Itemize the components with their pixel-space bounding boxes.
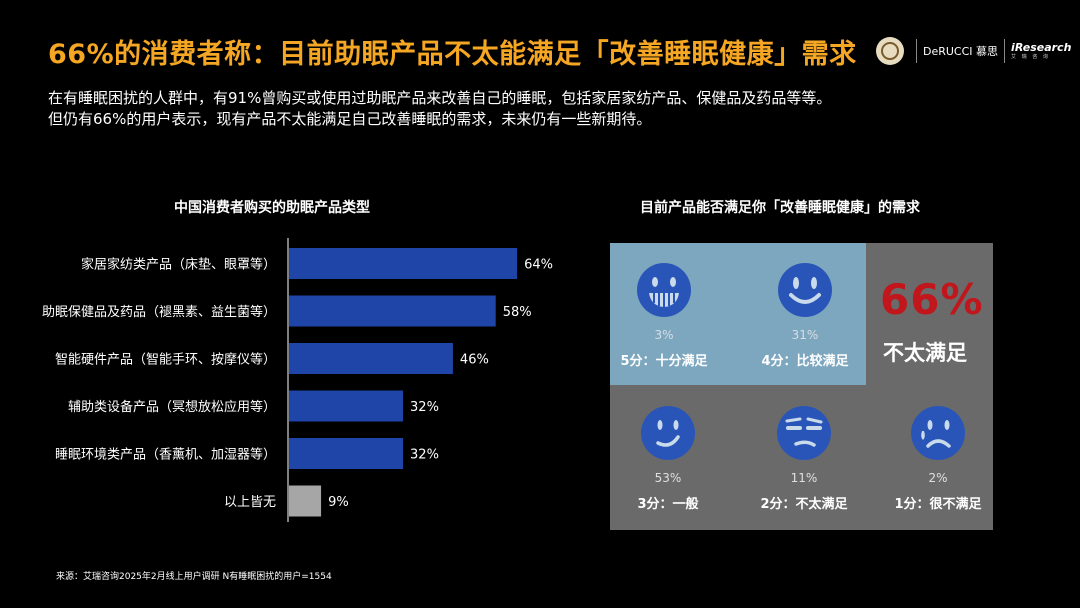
bar-chart: 家居家纺类产品（床垫、眼罩等） 64% 助眠保健品及药品（褪黑素、益生菌等） 58% 智… [42,238,553,522]
summary-label: 不太满足 [883,341,967,365]
satisfaction-panel: 66% 不太满足 3% 5分：十分满足 31% 4分：比较满足 [610,243,993,530]
bar [289,343,453,374]
grin-icon [637,263,691,317]
subtitle-line-2: 但仍有66%的用户表示，现有产品不太能满足自己改善睡眠的需求，未来仍有一些新期待… [48,110,652,128]
rating-4-label: 4分：比较满足 [761,354,849,369]
skeptical-icon [777,406,831,460]
rating-3-percent: 53% [654,471,682,485]
bar [289,390,404,422]
panel-summary-area [866,243,993,385]
satisfaction-title: 目前产品能否满足你「改善睡眠健康」的需求 [640,200,920,216]
category-label: 助眠保健品及药品（褪黑素、益生菌等） [42,304,276,320]
bar-chart-title: 中国消费者购买的助眠产品类型 [174,200,370,216]
neutral-smile-icon [641,406,695,460]
summary-percent: 66% [880,275,984,324]
rating-5-percent: 3% [654,328,674,342]
derucci-emblem-icon [876,37,904,65]
subtitle-line-1: 在有睡眠困扰的人群中，有91%曾购买或使用过助眠产品来改善自己的睡眠，包括家居家… [48,89,832,107]
rating-5-label: 5分：十分满足 [620,354,708,369]
rating-2-percent: 11% [790,471,818,485]
rating-3-label: 3分：一般 [637,497,699,512]
rating-5: 3% 5分：十分满足 [620,262,708,369]
source-note: 来源：艾瑞咨询2025年2月线上用户调研 N有睡眠困扰的用户=1554 [56,572,332,582]
value-label: 64% [524,258,553,273]
bar [289,438,404,469]
rating-1: 2% 1分：很不满足 [890,405,986,512]
rating-4-percent: 31% [791,328,819,342]
brand-logo-text: DeRUCCI 慕思 [923,45,999,58]
rating-2-label: 2分：不太满足 [760,497,848,512]
page-title: 66%的消费者称：目前助眠产品不太能满足「改善睡眠健康」需求 [48,39,857,70]
category-label: 智能硬件产品（智能手环、按摩仪等） [55,352,276,368]
subtitle: 在有睡眠困扰的人群中，有91%曾购买或使用过助眠产品来改善自己的睡眠，包括家居家… [48,88,831,130]
logo-group: DeRUCCI 慕思 iResearch 艾 瑞 咨 询 [876,36,1071,66]
category-label: 家居家纺类产品（床垫、眼罩等） [81,257,276,273]
value-label: 58% [503,305,532,320]
rating-3: 53% 3分：一般 [623,405,713,512]
rating-1-percent: 2% [928,471,948,485]
value-label: 46% [460,353,489,368]
value-label: 32% [410,400,439,415]
category-label: 辅助类设备产品（冥想放松应用等） [68,399,276,415]
sad-icon [911,406,965,460]
bar [289,485,322,517]
smile-icon [778,263,832,317]
iresearch-logo: iResearch 艾 瑞 咨 询 [1011,41,1072,60]
bar [289,248,518,279]
bar [289,295,496,327]
rating-4: 31% 4分：比较满足 [760,262,850,369]
rating-2: 11% 2分：不太满足 [758,405,850,512]
category-label: 睡眠环境类产品（香薰机、加湿器等） [55,447,276,463]
value-label: 9% [328,495,349,510]
category-label: 以上皆无 [224,495,276,510]
value-label: 32% [410,448,439,463]
rating-1-label: 1分：很不满足 [894,497,982,512]
